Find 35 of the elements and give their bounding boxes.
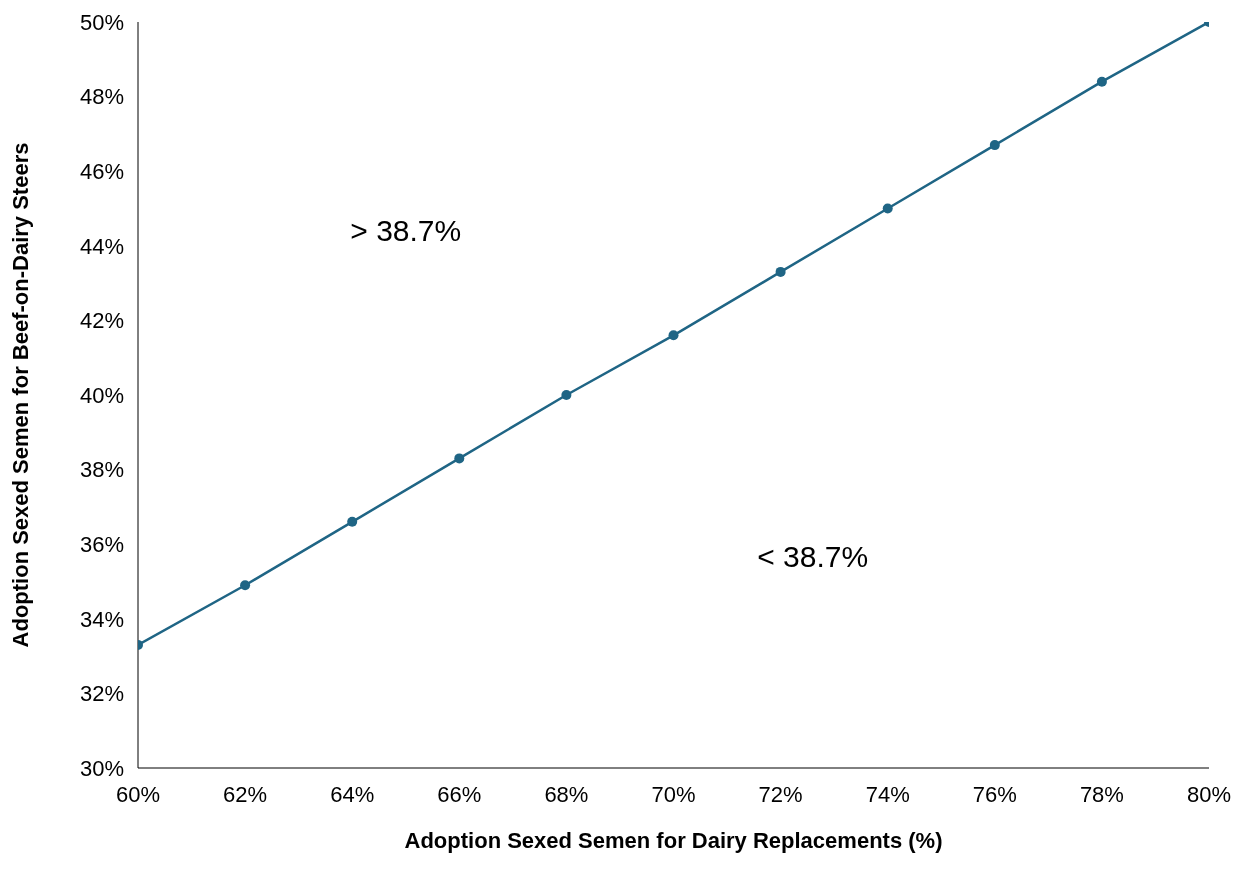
y-tick-label: 38% [79, 457, 124, 483]
x-tick-label: 64% [330, 781, 375, 807]
point [240, 580, 251, 591]
x-axis-title: Adoption Sexed Semen for Dairy Replacements (%) [404, 828, 943, 853]
y-tick-label: 30% [79, 755, 124, 781]
x-tick-label: 76% [972, 781, 1017, 807]
y-tick-label: 40% [79, 382, 124, 408]
point [989, 140, 1000, 151]
y-tick-label: 50% [79, 9, 124, 35]
y-tick-label: 46% [79, 159, 124, 185]
y-tick-label: 44% [79, 233, 124, 259]
y-axis-title: Adoption Sexed Semen for Beef-on-Dairy Steers [7, 142, 33, 648]
point [882, 203, 893, 214]
point [775, 266, 786, 277]
x-tick-label: 60% [115, 781, 161, 807]
x-tick-label: 70% [651, 781, 696, 807]
x-tick-label: 80% [1186, 781, 1232, 807]
annotation: > 38.7% [350, 213, 462, 248]
x-tick-label: 62% [223, 781, 268, 807]
point [1096, 76, 1107, 87]
y-tick-label: 36% [79, 532, 124, 558]
x-tick-label: 68% [544, 781, 589, 807]
y-tick-label: 34% [79, 606, 124, 632]
point [561, 390, 572, 400]
y-tick-label: 42% [79, 308, 124, 334]
point [454, 453, 465, 464]
x-tick-label: 72% [758, 781, 803, 807]
y-tick-label: 48% [79, 84, 124, 110]
y-tick-label: 32% [79, 681, 124, 707]
x-tick-label: 74% [865, 781, 910, 807]
annotation: < 38.7% [757, 539, 869, 574]
x-tick-label: 78% [1079, 781, 1124, 807]
point [347, 516, 358, 527]
x-tick-label: 66% [437, 781, 482, 807]
point [668, 330, 679, 341]
